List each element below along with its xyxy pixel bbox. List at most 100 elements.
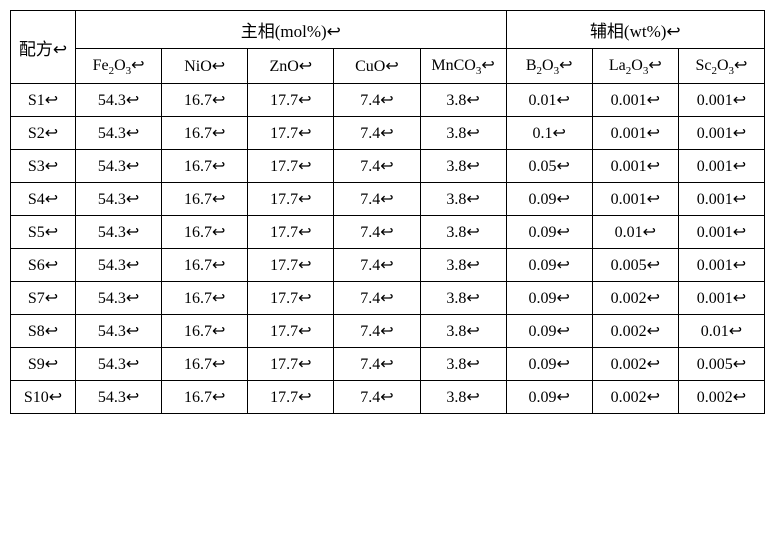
row-label: S7↩	[11, 282, 76, 315]
cell: 16.7↩	[162, 150, 248, 183]
cell: 7.4↩	[334, 183, 420, 216]
cell: 7.4↩	[334, 150, 420, 183]
cell: 0.005↩	[592, 249, 678, 282]
cell: 7.4↩	[334, 381, 420, 414]
cell: 0.05↩	[506, 150, 592, 183]
table-row: S2↩54.3↩16.7↩17.7↩7.4↩3.8↩0.1↩0.001↩0.00…	[11, 117, 765, 150]
cell: 54.3↩	[76, 348, 162, 381]
cell: 0.002↩	[678, 381, 764, 414]
row-label: S6↩	[11, 249, 76, 282]
table-row: S10↩54.3↩16.7↩17.7↩7.4↩3.8↩0.09↩0.002↩0.…	[11, 381, 765, 414]
cell: 16.7↩	[162, 117, 248, 150]
cell: 54.3↩	[76, 183, 162, 216]
group-header-aux: 辅相(wt%)↩	[506, 11, 764, 49]
cell: 7.4↩	[334, 117, 420, 150]
cell: 17.7↩	[248, 150, 334, 183]
col-header-sc2o3: Sc2O3↩	[678, 49, 764, 84]
cell: 54.3↩	[76, 117, 162, 150]
cell: 0.01↩	[592, 216, 678, 249]
group-header-main: 主相(mol%)↩	[76, 11, 507, 49]
header-row-columns: Fe2O3↩ NiO↩ ZnO↩ CuO↩ MnCO3↩ B2O3↩ La2O3…	[11, 49, 765, 84]
cell: 3.8↩	[420, 183, 506, 216]
table-header: 配方↩ 主相(mol%)↩ 辅相(wt%)↩ Fe2O3↩ NiO↩ ZnO↩ …	[11, 11, 765, 84]
cell: 3.8↩	[420, 84, 506, 117]
cell: 0.001↩	[678, 249, 764, 282]
cell: 0.001↩	[678, 216, 764, 249]
cell: 3.8↩	[420, 348, 506, 381]
col-header-nio: NiO↩	[162, 49, 248, 84]
cell: 16.7↩	[162, 249, 248, 282]
cell: 54.3↩	[76, 381, 162, 414]
cell: 7.4↩	[334, 216, 420, 249]
cell: 0.002↩	[592, 348, 678, 381]
cell: 3.8↩	[420, 150, 506, 183]
cell: 0.01↩	[678, 315, 764, 348]
row-label: S9↩	[11, 348, 76, 381]
table-row: S8↩54.3↩16.7↩17.7↩7.4↩3.8↩0.09↩0.002↩0.0…	[11, 315, 765, 348]
col-header-b2o3: B2O3↩	[506, 49, 592, 84]
cell: 3.8↩	[420, 315, 506, 348]
cell: 17.7↩	[248, 183, 334, 216]
row-label: S5↩	[11, 216, 76, 249]
cell: 0.002↩	[592, 282, 678, 315]
cell: 0.09↩	[506, 216, 592, 249]
table-row: S9↩54.3↩16.7↩17.7↩7.4↩3.8↩0.09↩0.002↩0.0…	[11, 348, 765, 381]
table-row: S4↩54.3↩16.7↩17.7↩7.4↩3.8↩0.09↩0.001↩0.0…	[11, 183, 765, 216]
cell: 54.3↩	[76, 150, 162, 183]
cell: 7.4↩	[334, 315, 420, 348]
cell: 3.8↩	[420, 117, 506, 150]
cell: 7.4↩	[334, 348, 420, 381]
cell: 17.7↩	[248, 216, 334, 249]
cell: 54.3↩	[76, 216, 162, 249]
table-row: S6↩54.3↩16.7↩17.7↩7.4↩3.8↩0.09↩0.005↩0.0…	[11, 249, 765, 282]
cell: 54.3↩	[76, 315, 162, 348]
cell: 0.001↩	[592, 150, 678, 183]
col-header-fe2o3: Fe2O3↩	[76, 49, 162, 84]
cell: 17.7↩	[248, 249, 334, 282]
table-row: S5↩54.3↩16.7↩17.7↩7.4↩3.8↩0.09↩0.01↩0.00…	[11, 216, 765, 249]
cell: 0.002↩	[592, 315, 678, 348]
cell: 0.005↩	[678, 348, 764, 381]
cell: 0.001↩	[592, 84, 678, 117]
cell: 0.09↩	[506, 381, 592, 414]
cell: 16.7↩	[162, 348, 248, 381]
table-row: S7↩54.3↩16.7↩17.7↩7.4↩3.8↩0.09↩0.002↩0.0…	[11, 282, 765, 315]
cell: 0.002↩	[592, 381, 678, 414]
cell: 16.7↩	[162, 381, 248, 414]
cell: 16.7↩	[162, 216, 248, 249]
cell: 7.4↩	[334, 282, 420, 315]
cell: 54.3↩	[76, 282, 162, 315]
cell: 0.09↩	[506, 315, 592, 348]
cell: 7.4↩	[334, 249, 420, 282]
cell: 17.7↩	[248, 348, 334, 381]
col-header-zno: ZnO↩	[248, 49, 334, 84]
table-body: S1↩54.3↩16.7↩17.7↩7.4↩3.8↩0.01↩0.001↩0.0…	[11, 84, 765, 414]
row-label: S2↩	[11, 117, 76, 150]
cell: 17.7↩	[248, 315, 334, 348]
cell: 54.3↩	[76, 249, 162, 282]
cell: 0.09↩	[506, 348, 592, 381]
cell: 17.7↩	[248, 117, 334, 150]
col-header-la2o3: La2O3↩	[592, 49, 678, 84]
col-header-cuo: CuO↩	[334, 49, 420, 84]
cell: 0.001↩	[592, 183, 678, 216]
cell: 0.001↩	[678, 282, 764, 315]
cell: 0.001↩	[678, 183, 764, 216]
cell: 16.7↩	[162, 183, 248, 216]
cell: 0.001↩	[678, 150, 764, 183]
table-row: S1↩54.3↩16.7↩17.7↩7.4↩3.8↩0.01↩0.001↩0.0…	[11, 84, 765, 117]
cell: 3.8↩	[420, 249, 506, 282]
cell: 0.001↩	[592, 117, 678, 150]
header-row-groups: 配方↩ 主相(mol%)↩ 辅相(wt%)↩	[11, 11, 765, 49]
cell: 16.7↩	[162, 315, 248, 348]
cell: 0.001↩	[678, 117, 764, 150]
row-label: S4↩	[11, 183, 76, 216]
row-label: S3↩	[11, 150, 76, 183]
cell: 0.1↩	[506, 117, 592, 150]
cell: 3.8↩	[420, 282, 506, 315]
cell: 16.7↩	[162, 282, 248, 315]
composition-table: 配方↩ 主相(mol%)↩ 辅相(wt%)↩ Fe2O3↩ NiO↩ ZnO↩ …	[10, 10, 765, 414]
row-label: S1↩	[11, 84, 76, 117]
cell: 17.7↩	[248, 84, 334, 117]
cell: 3.8↩	[420, 381, 506, 414]
